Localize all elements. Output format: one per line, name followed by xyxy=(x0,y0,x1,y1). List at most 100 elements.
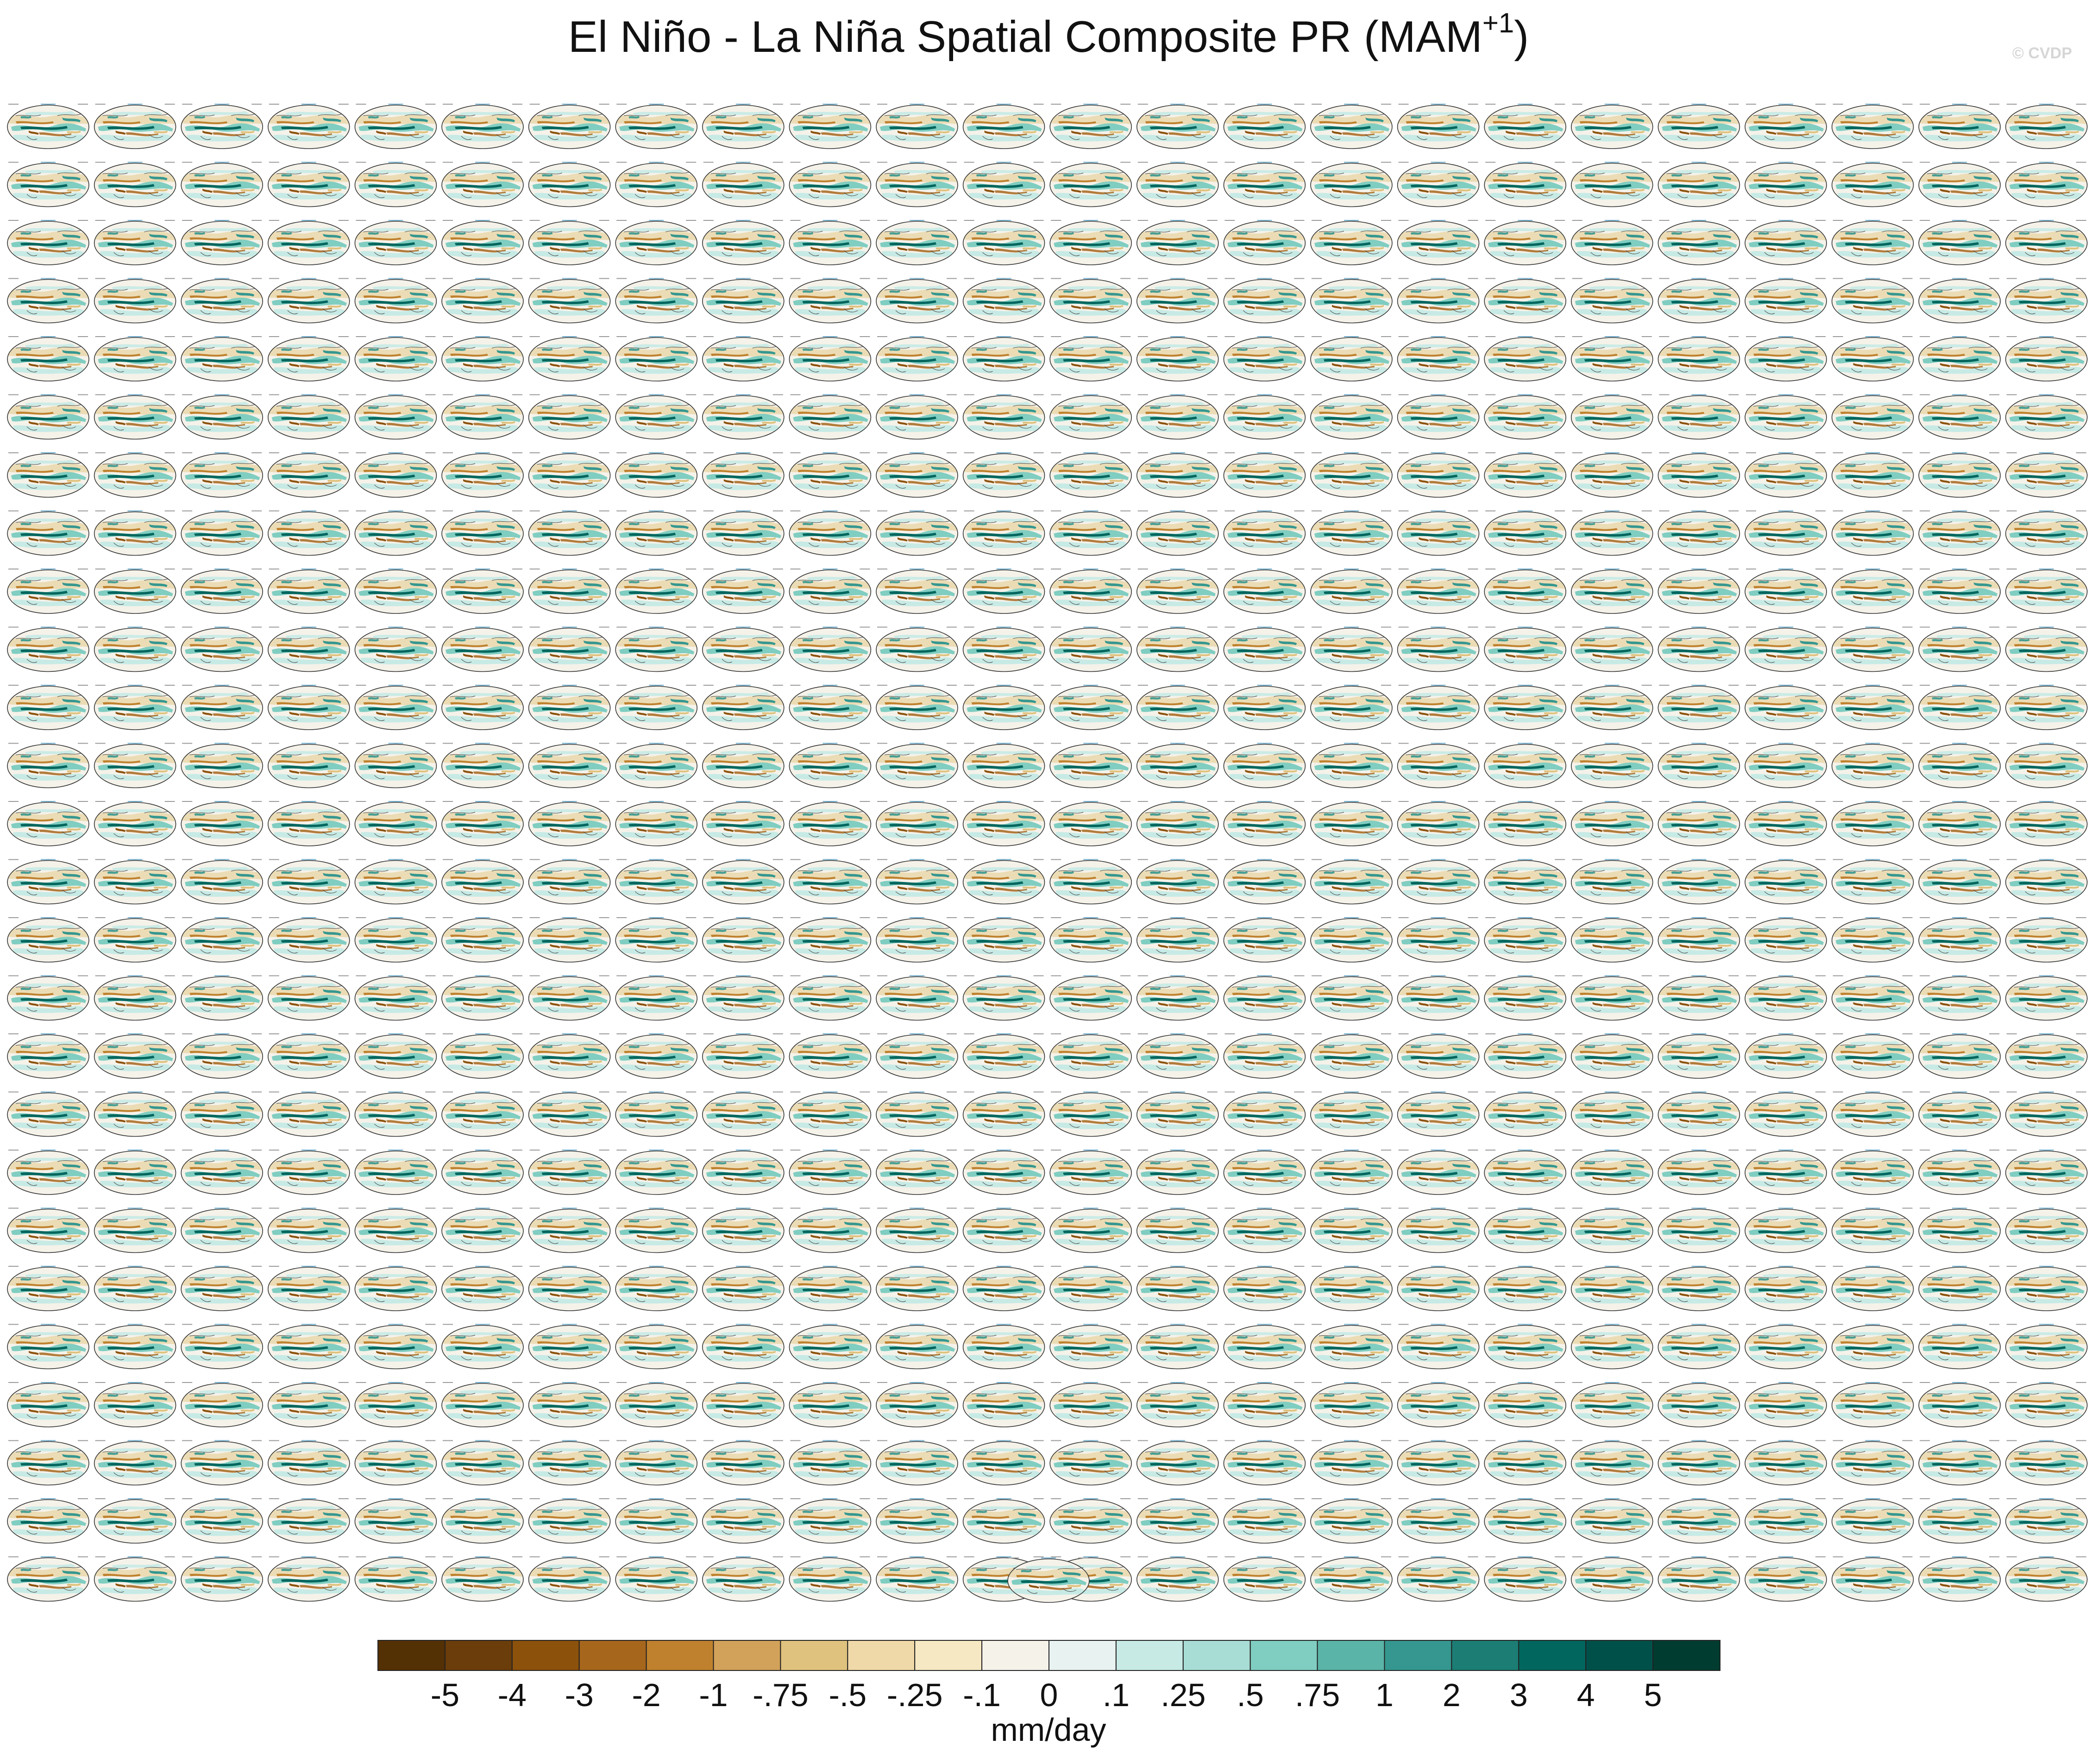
map-panel xyxy=(963,278,1045,323)
map-panel xyxy=(1050,1324,1131,1369)
colorbar-box xyxy=(1115,1640,1184,1671)
map-panel xyxy=(1484,394,1566,439)
map-panel xyxy=(529,1498,610,1543)
map-panel xyxy=(703,162,784,207)
map-panel xyxy=(615,685,697,730)
map-panel xyxy=(529,685,610,730)
map-panel xyxy=(1224,336,1305,381)
map-panel xyxy=(268,104,350,149)
map-panel xyxy=(1745,336,1827,381)
map-panel xyxy=(1398,1498,1479,1543)
map-panel xyxy=(876,104,958,149)
map-panel xyxy=(529,801,610,846)
map-panel xyxy=(181,452,263,497)
map-panel xyxy=(181,685,263,730)
map-panel xyxy=(2006,511,2087,556)
map-panel xyxy=(1224,220,1305,265)
map-panel xyxy=(963,452,1045,497)
map-panel xyxy=(1832,104,1914,149)
map-panel xyxy=(7,1266,89,1311)
map-panel xyxy=(1484,627,1566,672)
map-panel xyxy=(1398,801,1479,846)
map-panel xyxy=(1745,569,1827,613)
map-panel xyxy=(1224,627,1305,672)
map-panel xyxy=(1919,1266,2000,1311)
map-panel xyxy=(1658,1092,1739,1137)
map-panel xyxy=(615,917,697,962)
map-panel xyxy=(94,1092,176,1137)
map-panel xyxy=(1745,976,1827,1020)
map-panel xyxy=(963,685,1045,730)
map-panel xyxy=(1050,801,1131,846)
map-panel xyxy=(442,104,523,149)
map-panel xyxy=(1311,1092,1392,1137)
map-panel xyxy=(703,336,784,381)
map-panel xyxy=(1137,336,1218,381)
map-panel xyxy=(615,1498,697,1543)
map-panel xyxy=(181,627,263,672)
map-panel xyxy=(529,1033,610,1078)
map-panel xyxy=(876,162,958,207)
map-panel xyxy=(355,1498,436,1543)
map-panel xyxy=(1050,685,1131,730)
map-panel xyxy=(1137,220,1218,265)
map-panel xyxy=(94,511,176,556)
map-panel xyxy=(876,220,958,265)
map-panel xyxy=(789,452,871,497)
map-panel xyxy=(268,394,350,439)
map-panel xyxy=(2006,1324,2087,1369)
map-panel xyxy=(1224,569,1305,613)
map-panel xyxy=(1832,1440,1914,1485)
map-panel xyxy=(1311,1150,1392,1195)
colorbar-tick-label: .1 xyxy=(1103,1677,1130,1713)
map-panel xyxy=(1745,1498,1827,1543)
map-panel xyxy=(615,1324,697,1369)
map-panel xyxy=(1311,1382,1392,1427)
map-panel xyxy=(615,1092,697,1137)
map-panel xyxy=(1919,1033,2000,1078)
map-panel xyxy=(268,1033,350,1078)
map-panel xyxy=(268,278,350,323)
map-panel xyxy=(2006,162,2087,207)
map-panel xyxy=(1658,336,1739,381)
map-panel xyxy=(1311,1266,1392,1311)
map-panel xyxy=(1919,104,2000,149)
map-panel xyxy=(1137,801,1218,846)
map-panel xyxy=(268,1498,350,1543)
colorbar-box xyxy=(713,1640,781,1671)
map-panel xyxy=(7,685,89,730)
map-panel xyxy=(2006,1150,2087,1195)
figure-title: El Niño - La Niña Spatial Composite PR (… xyxy=(568,7,1529,62)
map-panel xyxy=(1137,1033,1218,1078)
map-panel xyxy=(1484,278,1566,323)
map-panel xyxy=(442,162,523,207)
map-panel xyxy=(963,859,1045,904)
map-panel xyxy=(7,1382,89,1427)
map-panel xyxy=(615,1033,697,1078)
map-panel xyxy=(355,1266,436,1311)
map-panel xyxy=(1919,1498,2000,1543)
map-panel xyxy=(615,452,697,497)
map-panel xyxy=(1311,1498,1392,1543)
map-panel xyxy=(703,859,784,904)
map-panel xyxy=(789,336,871,381)
map-panel xyxy=(1832,394,1914,439)
map-panel xyxy=(442,394,523,439)
colorbar-box xyxy=(1317,1640,1385,1671)
map-panel xyxy=(1484,452,1566,497)
map-panel xyxy=(7,1208,89,1253)
map-panel xyxy=(1398,511,1479,556)
map-panel xyxy=(703,1498,784,1543)
figure-title-superscript: +1 xyxy=(1482,7,1514,38)
map-panel xyxy=(1484,976,1566,1020)
map-panel xyxy=(1832,685,1914,730)
map-panel xyxy=(442,801,523,846)
map-panel xyxy=(963,104,1045,149)
map-panel xyxy=(529,743,610,788)
map-panel xyxy=(355,976,436,1020)
map-panel xyxy=(442,220,523,265)
colorbar-box xyxy=(847,1640,916,1671)
map-panel xyxy=(876,1498,958,1543)
map-panel xyxy=(1224,801,1305,846)
map-panel xyxy=(1745,511,1827,556)
